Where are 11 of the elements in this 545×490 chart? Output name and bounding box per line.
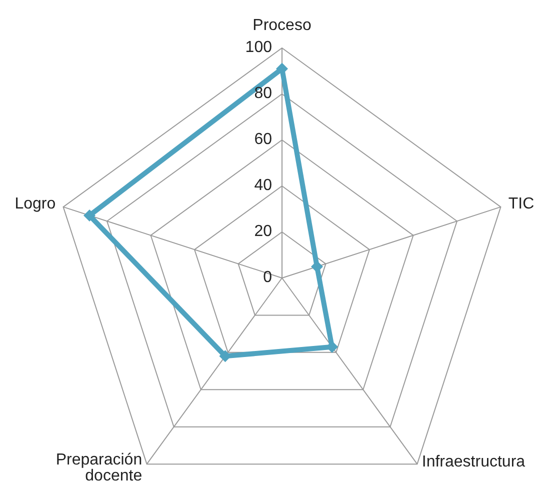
y-tick-label: 60	[254, 131, 272, 148]
y-tick-label: 100	[245, 39, 272, 56]
spoke-label: Preparación docente	[56, 452, 142, 485]
y-tick-label: 0	[263, 269, 272, 286]
spoke-label: Logro	[14, 196, 56, 213]
spoke-label: Proceso	[252, 17, 312, 34]
spoke-label: Infraestructura	[422, 454, 526, 471]
y-tick-label: 80	[254, 85, 272, 102]
y-tick-label: 40	[254, 177, 272, 194]
spoke-label: TIC	[508, 196, 534, 213]
y-tick-label: 20	[254, 223, 272, 240]
